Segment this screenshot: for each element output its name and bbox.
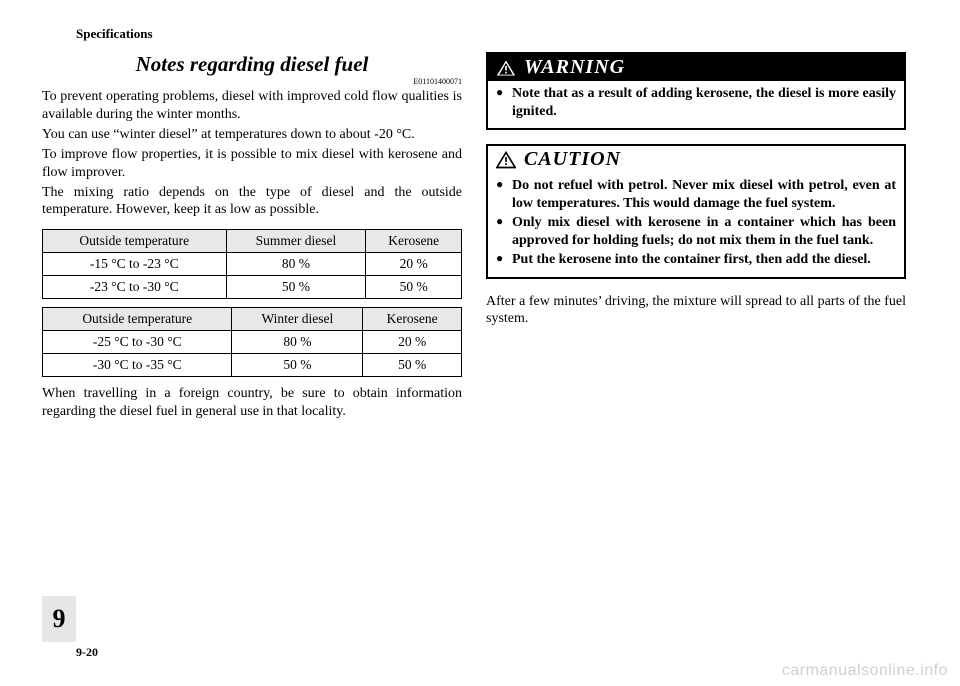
summer-diesel-table: Outside temperature Summer diesel Kerose… — [42, 229, 462, 299]
table-cell: 80 % — [232, 331, 363, 354]
caution-triangle-icon — [496, 151, 516, 169]
doc-id: E01101400071 — [42, 77, 462, 86]
warning-item: Note that as a result of adding kerosene… — [496, 85, 896, 120]
warning-body: Note that as a result of adding kerosene… — [488, 81, 904, 128]
table-header: Outside temperature — [43, 308, 232, 331]
intro-para-1: To prevent operating problems, diesel wi… — [42, 88, 462, 124]
footnote-para: When travelling in a foreign country, be… — [42, 385, 462, 421]
chapter-tab: 9 — [42, 596, 76, 642]
table-header: Summer diesel — [226, 230, 366, 253]
warning-header: WARNING — [488, 54, 904, 81]
table-cell: -15 °C to -23 °C — [43, 253, 227, 276]
intro-para-2: You can use “winter diesel” at temperatu… — [42, 126, 462, 144]
caution-item: Put the kerosene into the container firs… — [496, 251, 896, 269]
watermark: carmanualsonline.info — [782, 662, 948, 680]
page-number: 9-20 — [76, 645, 98, 660]
winter-diesel-table: Outside temperature Winter diesel Kerose… — [42, 307, 462, 377]
caution-body: Do not refuel with petrol. Never mix die… — [488, 173, 904, 277]
caution-label: CAUTION — [524, 148, 621, 171]
warning-box: WARNING Note that as a result of adding … — [486, 52, 906, 130]
table-cell: -23 °C to -30 °C — [43, 276, 227, 299]
after-para: After a few minutes’ driving, the mixtur… — [486, 293, 906, 329]
table-header: Winter diesel — [232, 308, 363, 331]
table-cell: 20 % — [366, 253, 462, 276]
caution-box: CAUTION Do not refuel with petrol. Never… — [486, 144, 906, 279]
right-column: WARNING Note that as a result of adding … — [486, 52, 906, 423]
table-cell: 80 % — [226, 253, 366, 276]
table-cell: -25 °C to -30 °C — [43, 331, 232, 354]
table-header: Kerosene — [363, 308, 462, 331]
warning-label: WARNING — [524, 56, 625, 79]
table-cell: 50 % — [226, 276, 366, 299]
table-header: Outside temperature — [43, 230, 227, 253]
content-columns: Notes regarding diesel fuel E01101400071… — [42, 52, 918, 423]
table-cell: 50 % — [366, 276, 462, 299]
warning-triangle-icon — [496, 59, 516, 77]
intro-para-3: To improve flow properties, it is possib… — [42, 146, 462, 182]
table-cell: 50 % — [232, 354, 363, 377]
page-title: Notes regarding diesel fuel — [42, 52, 462, 77]
table-header: Kerosene — [366, 230, 462, 253]
table-cell: 50 % — [363, 354, 462, 377]
section-header: Specifications — [76, 26, 918, 42]
manual-page: Specifications Notes regarding diesel fu… — [42, 26, 918, 660]
table-cell: 20 % — [363, 331, 462, 354]
caution-header: CAUTION — [488, 146, 904, 173]
left-column: Notes regarding diesel fuel E01101400071… — [42, 52, 462, 423]
table-cell: -30 °C to -35 °C — [43, 354, 232, 377]
caution-item: Only mix diesel with kerosene in a conta… — [496, 214, 896, 249]
caution-item: Do not refuel with petrol. Never mix die… — [496, 177, 896, 212]
intro-para-4: The mixing ratio depends on the type of … — [42, 184, 462, 220]
